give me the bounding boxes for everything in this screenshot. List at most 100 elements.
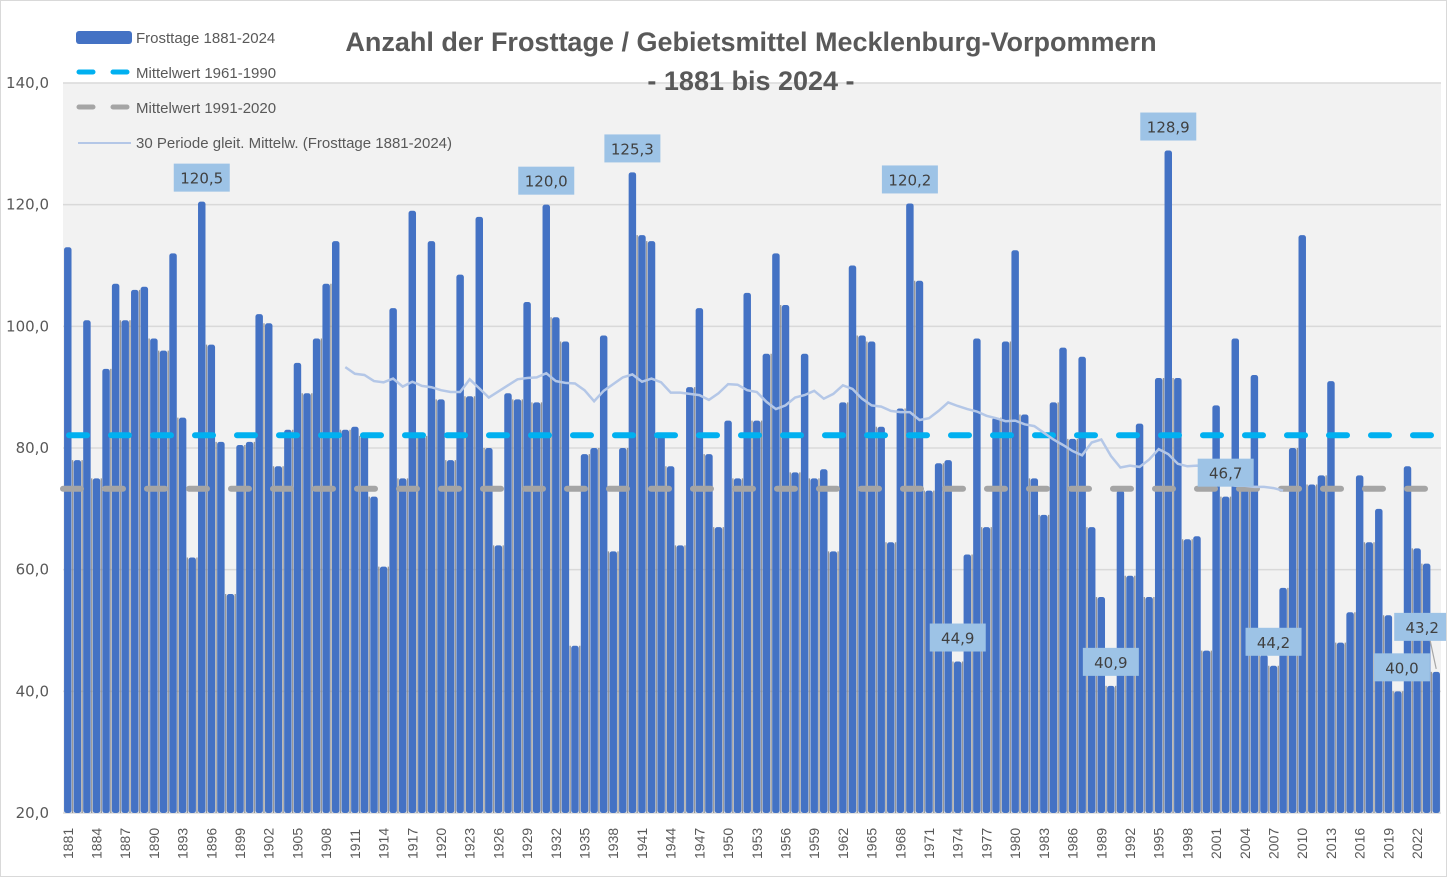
bar-1958 [800,353,809,813]
y-axis-ticks: 20,0 40,0 60,0 80,0 100,0 120,0 140,0 [6,74,49,822]
bar-2001 [1212,405,1220,813]
bar-1940 [628,172,637,814]
x-tick-label: 1995 [1151,828,1167,859]
x-tick-label: 1932 [548,828,564,859]
bar-2000 [1202,650,1211,813]
bar-1945 [676,545,684,813]
bar-2023 [1422,563,1431,813]
bar-1955 [772,253,780,814]
bar-1926 [494,545,503,813]
bar-1934 [571,645,579,813]
bar-1951 [733,478,742,813]
bar-1923 [465,396,474,813]
x-tick-label: 1971 [921,828,937,859]
bar-1914 [379,566,388,813]
bar-1986 [1068,438,1077,813]
bar-1980 [1011,250,1019,813]
bar-1937 [599,335,608,813]
bar-1907 [312,338,321,813]
x-tick-label: 1908 [318,828,334,859]
bar-1922 [456,274,464,813]
bar-1883 [83,320,91,813]
x-tick-label: 1986 [1065,828,1081,859]
x-tick-label: 1953 [749,828,765,859]
data-label-1974: 44,9 [929,623,986,652]
bar-1983 [1040,514,1048,813]
bar-2013 [1327,381,1335,813]
moving-average [344,366,1284,492]
bar-1881 [64,247,72,813]
data-label-1996: 128,9 [1140,112,1197,141]
bar-1969 [906,203,914,813]
bar-1948 [705,454,713,813]
legend-label-bars: Frosttage 1881-2024 [136,30,275,47]
bar-1987 [1078,356,1086,813]
bar-1960 [820,469,828,813]
x-tick-label: 1944 [663,828,679,859]
x-tick-label: 1920 [433,828,449,859]
bar-1935 [580,454,589,813]
data-label-1940: 125,3 [604,134,661,163]
x-tick-label: 1974 [950,828,966,859]
x-tick-label: 1983 [1036,828,1052,859]
bar-series [64,150,1440,814]
x-tick-label: 1881 [60,828,76,859]
data-label-text: 44,2 [1257,634,1290,652]
x-tick-label: 2013 [1323,828,1339,859]
bar-1985 [1059,347,1067,813]
bar-1930 [532,402,541,813]
bar-1901 [255,314,263,813]
data-label-1895: 120,5 [173,163,230,192]
bar-1941 [638,235,646,814]
bar-1892 [169,253,177,814]
x-axis-ticks: 1881 1884 1887 1890 1893 1896 1899 1902 1905 1908… [60,828,1425,859]
y-tick-label: 40,0 [16,682,49,700]
bar-1898 [226,594,235,813]
bar-1977 [982,527,991,813]
bar-1921 [446,460,455,813]
bar-1981 [1020,414,1029,813]
bar-1908 [322,283,330,813]
bar-2024 [1432,671,1440,813]
x-tick-label: 1899 [232,828,248,859]
bar-1963 [848,265,857,813]
bar-1912 [360,435,369,813]
x-tick-label: 1977 [978,828,994,859]
x-tick-label: 1890 [146,828,162,859]
bar-1905 [293,362,302,813]
bar-1928 [513,399,522,813]
chart-title: Anzahl der Frosttage / Gebietsmittel Mec… [345,27,1156,57]
x-tick-label: 1962 [835,828,851,859]
data-label-box [1373,653,1430,682]
bar-1936 [590,448,598,813]
bar-1953 [753,420,761,813]
data-label-box [173,163,230,192]
bar-1979 [1001,341,1010,813]
bar-1882 [73,460,82,813]
x-tick-label: 1950 [720,828,736,859]
x-tick-label: 1935 [577,828,593,859]
bar-1962 [839,402,847,813]
x-tick-label: 1992 [1122,828,1138,859]
moving-average-line [344,366,1284,492]
bar-2017 [1365,542,1373,813]
bar-2015 [1346,612,1354,813]
x-tick-label: 1998 [1179,828,1195,859]
bar-1961 [829,551,838,813]
data-label-1931: 120,0 [518,166,575,195]
bar-1906 [303,393,311,813]
bar-1989 [1097,597,1106,813]
bar-1954 [762,353,771,813]
bar-1982 [1030,478,1039,813]
bar-1886 [111,283,120,813]
bar-1918 [418,435,426,813]
bar-2019 [1384,615,1393,813]
bar-1896 [207,344,216,813]
bar-1894 [188,557,196,813]
bar-2005 [1250,375,1259,813]
legend-label-moving-average: 30 Periode gleit. Mittelw. (Frosttage 18… [136,135,452,152]
data-label-box [1394,612,1446,641]
bar-1984 [1049,402,1058,813]
bar-1993 [1135,423,1144,813]
